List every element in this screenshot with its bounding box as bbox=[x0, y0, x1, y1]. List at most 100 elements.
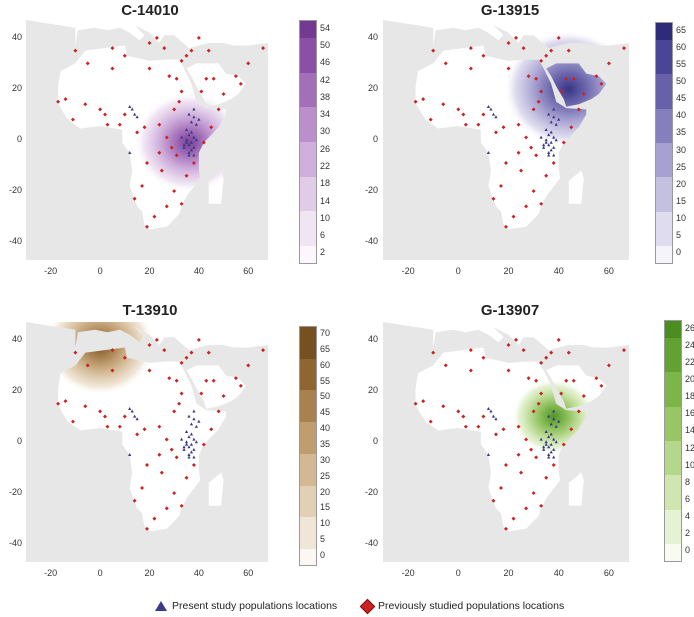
present-location-marker bbox=[539, 135, 543, 139]
previous-location-marker bbox=[162, 348, 167, 353]
present-location-marker bbox=[491, 414, 496, 418]
previous-location-marker bbox=[85, 61, 90, 66]
present-location-marker bbox=[547, 153, 551, 157]
colorbar-segment bbox=[300, 211, 316, 229]
previous-location-marker bbox=[431, 48, 436, 53]
colorbar-segment bbox=[300, 549, 316, 565]
previous-location-marker bbox=[246, 61, 251, 66]
previous-location-marker bbox=[606, 61, 611, 66]
previous-location-marker bbox=[529, 145, 534, 150]
previous-location-marker bbox=[132, 498, 137, 503]
x-tick-label: 60 bbox=[603, 266, 614, 276]
colorbar-tick-label: 22 bbox=[685, 356, 694, 367]
previous-location-marker bbox=[493, 130, 498, 135]
previous-location-marker bbox=[172, 189, 177, 194]
present-location-marker bbox=[128, 407, 132, 411]
madagascar-landmass bbox=[568, 472, 584, 506]
present-location-marker bbox=[133, 112, 137, 116]
x-tick-label: 40 bbox=[193, 568, 204, 578]
present-location-marker bbox=[182, 447, 186, 451]
colorbar-segment bbox=[665, 355, 681, 373]
y-tick-label: 40 bbox=[11, 333, 22, 344]
colorbar-segment bbox=[665, 526, 681, 544]
previous-location-marker bbox=[184, 355, 189, 360]
colorbar-segment bbox=[665, 440, 681, 459]
previous-location-marker bbox=[145, 224, 149, 229]
previous-location-marker bbox=[463, 424, 468, 429]
previous-location-marker bbox=[179, 503, 184, 508]
previous-location-marker bbox=[606, 363, 611, 368]
y-tick-label: -40 bbox=[364, 236, 378, 247]
present-location-marker bbox=[133, 414, 137, 418]
colorbar-tick-label: 55 bbox=[320, 375, 331, 386]
previous-location-marker bbox=[142, 125, 147, 130]
colorbar-tick-label: 2 bbox=[320, 247, 326, 258]
previous-location-marker bbox=[177, 401, 182, 406]
y-tick-label: -20 bbox=[8, 185, 22, 196]
legend-previous: Previously studied populations locations bbox=[359, 598, 564, 614]
previous-location-marker bbox=[516, 452, 521, 457]
colorbar-tick-label: 20 bbox=[320, 486, 331, 497]
previous-location-marker bbox=[431, 350, 436, 355]
colorbar-segment bbox=[300, 406, 316, 423]
previous-location-marker bbox=[506, 342, 511, 347]
previous-location-marker bbox=[152, 214, 157, 219]
present-location-marker bbox=[547, 112, 551, 116]
previous-location-marker bbox=[117, 122, 122, 127]
previous-location-marker bbox=[147, 342, 152, 347]
previous-location-marker bbox=[549, 350, 554, 355]
previous-location-marker bbox=[216, 107, 221, 112]
previous-location-marker bbox=[524, 204, 529, 209]
colorbar-tick-label: 8 bbox=[685, 476, 691, 487]
colorbar-tick-label: 46 bbox=[320, 57, 331, 68]
colorbar-tick-label: 6 bbox=[685, 494, 691, 504]
panel-title: G-13915 bbox=[480, 2, 540, 19]
previous-location-marker bbox=[164, 135, 169, 140]
x-tick-label: 0 bbox=[97, 266, 103, 276]
present-location-marker bbox=[542, 145, 546, 149]
colorbar-segment bbox=[656, 74, 672, 92]
present-location-marker bbox=[547, 414, 551, 418]
present-location-marker bbox=[552, 417, 556, 421]
colorbar-tick-label: 50 bbox=[676, 76, 687, 86]
previous-location-marker bbox=[147, 368, 152, 373]
present-location-marker bbox=[192, 135, 196, 139]
previous-location-marker bbox=[531, 409, 536, 414]
previous-location-marker bbox=[177, 99, 182, 104]
x-tick-label: -20 bbox=[44, 266, 58, 276]
y-tick-label: -20 bbox=[364, 487, 378, 498]
colorbar-segment bbox=[300, 485, 316, 502]
x-tick-label: -20 bbox=[401, 568, 415, 578]
previous-location-marker bbox=[556, 35, 561, 40]
present-location-marker bbox=[184, 138, 189, 142]
present-location-marker bbox=[135, 115, 139, 119]
colorbar-segment bbox=[656, 108, 672, 126]
previous-location-marker bbox=[122, 414, 127, 419]
europe-landmass bbox=[383, 322, 629, 351]
previous-location-marker bbox=[201, 140, 206, 145]
present-location-marker bbox=[494, 417, 498, 421]
previous-location-marker bbox=[461, 112, 466, 117]
colorbar-tick-label: 16 bbox=[685, 408, 694, 419]
present-location-marker bbox=[189, 432, 194, 436]
present-location-marker bbox=[187, 445, 191, 449]
present-location-marker bbox=[544, 140, 548, 144]
colorbar-tick-label: 30 bbox=[676, 144, 687, 155]
previous-location-marker bbox=[184, 475, 189, 480]
panel-title: C-14010 bbox=[121, 2, 179, 19]
y-tick-label: -40 bbox=[8, 236, 22, 247]
previous-location-marker bbox=[206, 350, 211, 355]
present-location-marker bbox=[189, 120, 194, 124]
previous-location-marker bbox=[571, 76, 576, 81]
present-location-marker bbox=[184, 140, 189, 144]
present-location-marker bbox=[187, 143, 191, 147]
previous-location-marker bbox=[147, 40, 152, 45]
colorbar-tick-label: 0 bbox=[676, 247, 682, 258]
previous-location-marker bbox=[481, 414, 486, 419]
present-location-marker bbox=[554, 440, 558, 444]
previous-location-marker bbox=[159, 168, 164, 173]
colorbar-segment bbox=[656, 23, 672, 41]
colorbar-tick-label: 0 bbox=[320, 550, 326, 561]
x-tick-label: 0 bbox=[455, 568, 461, 578]
colorbar-segment bbox=[300, 193, 316, 212]
